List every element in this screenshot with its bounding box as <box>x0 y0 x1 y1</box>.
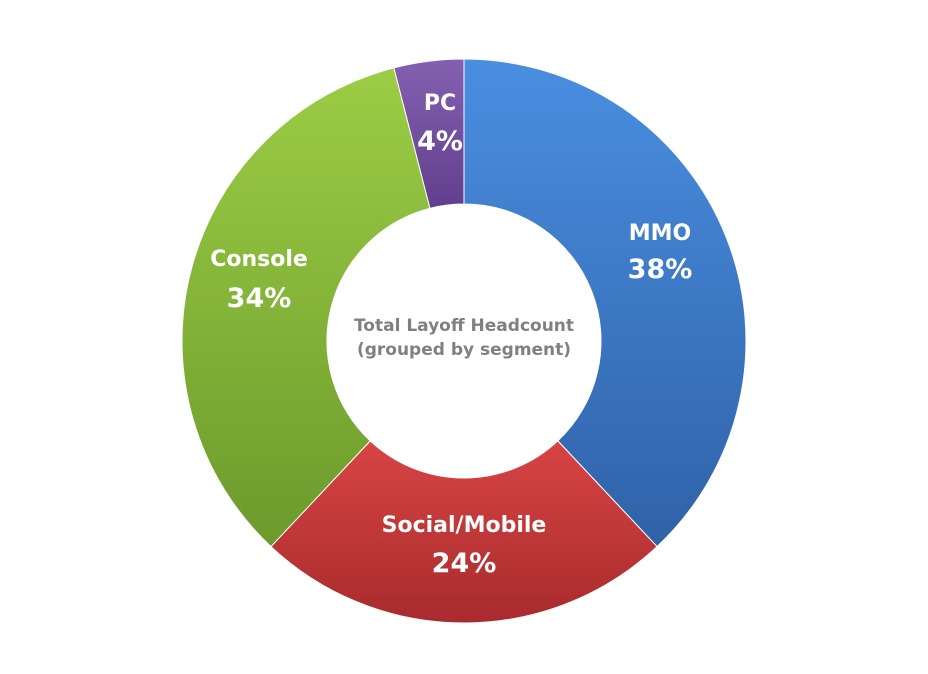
chart-subtitle: (grouped by segment) <box>357 340 571 360</box>
slice-name-label: MMO <box>629 221 692 246</box>
slice-pc <box>393 58 465 209</box>
chart-title: Total Layoff Headcount <box>354 316 574 336</box>
slice-percent-label: 24% <box>432 548 497 579</box>
slice-percent-label: 34% <box>227 283 292 314</box>
slice-name-label: PC <box>424 91 456 116</box>
slice-percent-label: 4% <box>417 126 463 157</box>
slice-name-label: Social/Mobile <box>382 513 547 538</box>
slice-percent-label: 38% <box>628 254 693 285</box>
slice-social-mobile <box>270 440 658 624</box>
slice-mmo <box>463 58 747 548</box>
slice-name-label: Console <box>210 247 308 272</box>
slice-console <box>181 67 431 548</box>
